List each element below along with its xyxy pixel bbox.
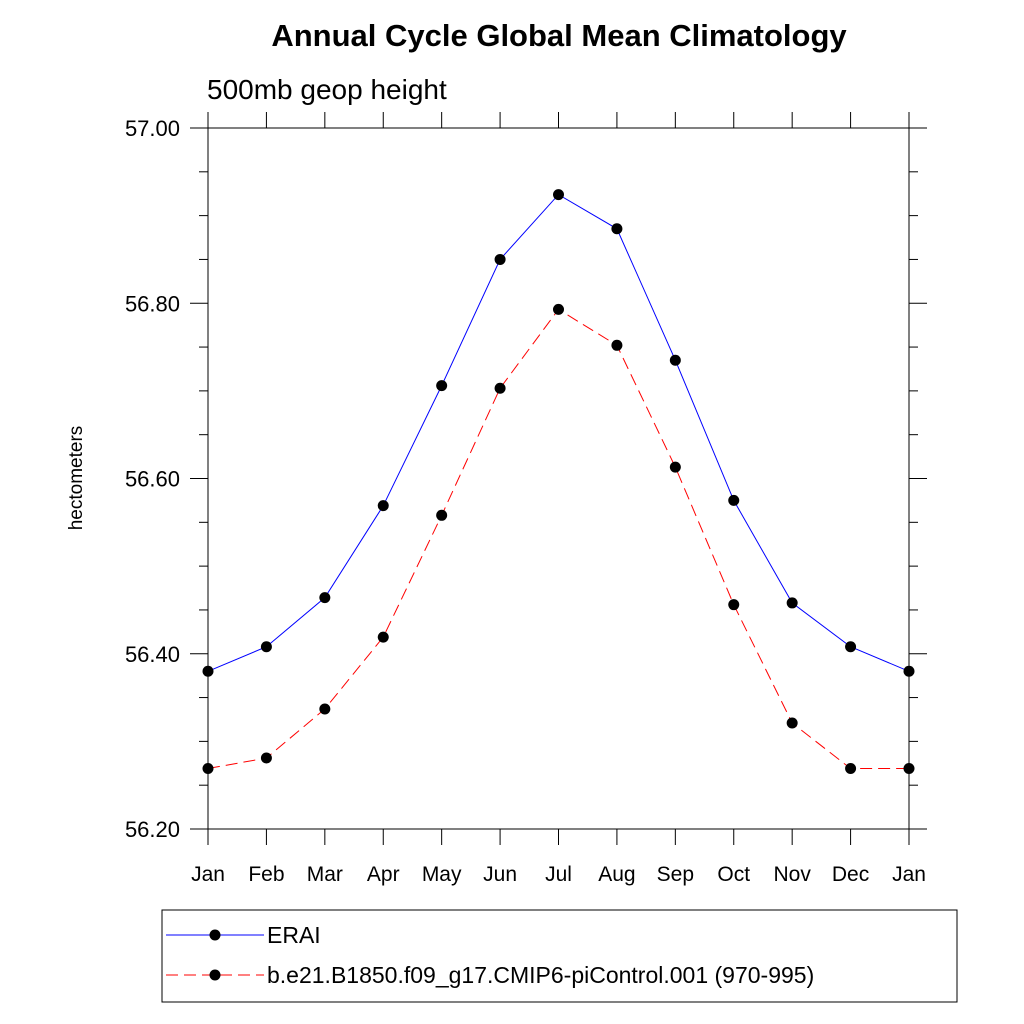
series-2-point — [494, 382, 506, 394]
series-1-point — [260, 641, 272, 653]
x-tick-label: Jan — [892, 863, 926, 886]
x-tick-label: Jul — [545, 863, 572, 886]
x-tick-label: Sep — [657, 863, 694, 886]
series-1-point — [845, 641, 857, 653]
y-tick-label: 56.40 — [125, 642, 180, 667]
y-axis-label: hectometers — [66, 426, 87, 531]
chart-title: Annual Cycle Global Mean Climatology — [271, 18, 847, 53]
x-tick-label: Mar — [307, 863, 343, 886]
y-tick-label: 56.80 — [125, 291, 180, 316]
series-1-point — [903, 665, 915, 677]
series-2-point — [611, 339, 623, 351]
series-2-point — [669, 461, 681, 473]
series-line-2 — [207, 308, 909, 770]
x-tick-label: Aug — [598, 863, 635, 886]
x-tick-label: Dec — [832, 863, 869, 886]
series-2-point — [903, 763, 915, 775]
x-tick-label: May — [422, 863, 462, 886]
x-tick-label: Nov — [773, 863, 811, 886]
series-2-point — [202, 763, 214, 775]
series-1-point — [611, 223, 623, 235]
series-2-point — [845, 763, 857, 775]
axes: 56.20 56.40 56.60 56.80 57.00 Jan Feb Mar Apr May… — [125, 112, 927, 886]
series-line-1 — [207, 193, 910, 672]
legend-label-1: ERAI — [267, 922, 321, 948]
series-2-point — [553, 303, 564, 315]
series-1-point — [786, 597, 798, 609]
series-2-point — [319, 703, 331, 715]
series-1-point — [436, 380, 448, 392]
legend-box — [161, 909, 958, 1003]
series-1-point — [669, 354, 681, 366]
x-tick-label: Apr — [367, 863, 400, 886]
legend-marker-1 — [209, 929, 221, 941]
series-1-point — [202, 665, 214, 677]
legend-label-2: b.e21.B1850.f09_g17.CMIP6-piControl.001 … — [267, 962, 814, 988]
plot-frame — [207, 127, 910, 830]
series-2-point — [728, 599, 740, 611]
legend-marker-2 — [209, 969, 221, 981]
y-tick-label: 57.00 — [125, 116, 180, 141]
x-tick-label: Feb — [248, 863, 284, 886]
series-2-point — [436, 509, 448, 521]
chart-subtitle: 500mb geop height — [207, 74, 447, 105]
series-2-point — [786, 717, 798, 729]
x-tick-label: Oct — [717, 863, 750, 886]
series-1-point — [319, 592, 331, 604]
plot-area — [202, 189, 915, 775]
series-2-point — [377, 631, 389, 643]
series-1-point — [494, 253, 506, 265]
legend: ERAI b.e21.B1850.f09_g17.CMIP6-piControl.… — [161, 909, 958, 1003]
y-tick-label: 56.60 — [125, 467, 180, 492]
series-1-point — [377, 500, 389, 512]
y-tick-label: 56.20 — [125, 817, 180, 842]
series-2-point — [260, 752, 272, 764]
series-1-point — [553, 189, 564, 201]
x-tick-label: Jun — [483, 863, 517, 886]
x-tick-label: Jan — [191, 863, 225, 886]
series-1-point — [728, 494, 740, 506]
